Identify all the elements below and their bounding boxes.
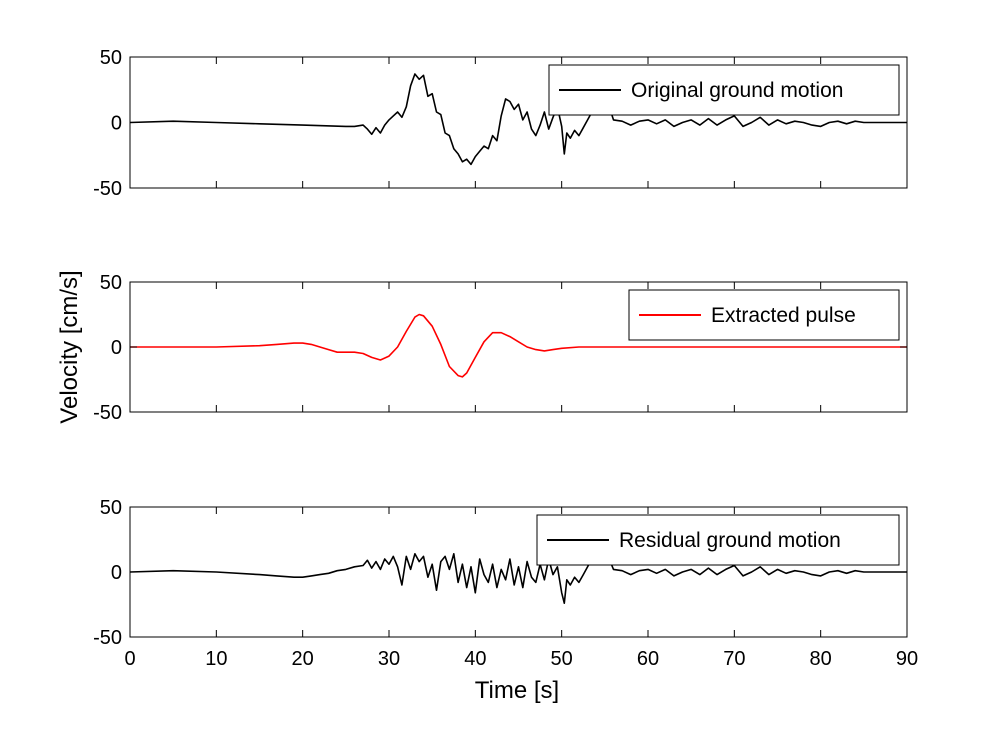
x-tick-label: 80 — [810, 648, 832, 670]
legend-label: Extracted pulse — [711, 304, 856, 327]
y-tick-label: 0 — [111, 113, 122, 135]
x-tick-label: 20 — [292, 648, 314, 670]
x-tick-label: 90 — [896, 648, 918, 670]
plot-frame — [129, 281, 908, 413]
legend-label: Residual ground motion — [619, 529, 841, 552]
y-tick-label: 50 — [100, 47, 122, 69]
x-tick-label: 50 — [551, 648, 573, 670]
x-axis-label: Time [s] — [475, 677, 559, 704]
series-line-1 — [129, 552, 907, 605]
x-tick-label: 0 — [124, 648, 135, 670]
y-tick-label: 50 — [100, 497, 122, 519]
x-tick-label: 10 — [205, 648, 227, 670]
series-line-1 — [130, 313, 907, 378]
x-tick-label: 70 — [723, 648, 745, 670]
x-tick-label: 30 — [378, 648, 400, 670]
x-tick-label: 60 — [637, 648, 659, 670]
series-line-1 — [129, 73, 907, 166]
y-axis-label: Velocity [cm/s] — [56, 270, 83, 423]
legend-label: Original ground motion — [631, 79, 843, 102]
plot-frame — [129, 506, 908, 638]
y-tick-label: -50 — [93, 627, 122, 649]
legend: Extracted pulse — [628, 289, 900, 341]
y-tick-label: 50 — [100, 272, 122, 294]
legend: Residual ground motion — [536, 514, 900, 566]
legend: Original ground motion — [548, 64, 900, 116]
plot-frame — [129, 56, 908, 189]
chart-panel-1: -50 0 50 Original ground motion — [93, 47, 908, 200]
chart-panel-2: -50 0 50 Extracted pulse — [93, 272, 908, 424]
y-tick-label: 0 — [111, 337, 122, 359]
y-tick-label: -50 — [93, 402, 122, 424]
y-tick-label: 0 — [111, 562, 122, 584]
y-tick-label: -50 — [93, 178, 122, 200]
x-tick-label: 40 — [464, 648, 486, 670]
